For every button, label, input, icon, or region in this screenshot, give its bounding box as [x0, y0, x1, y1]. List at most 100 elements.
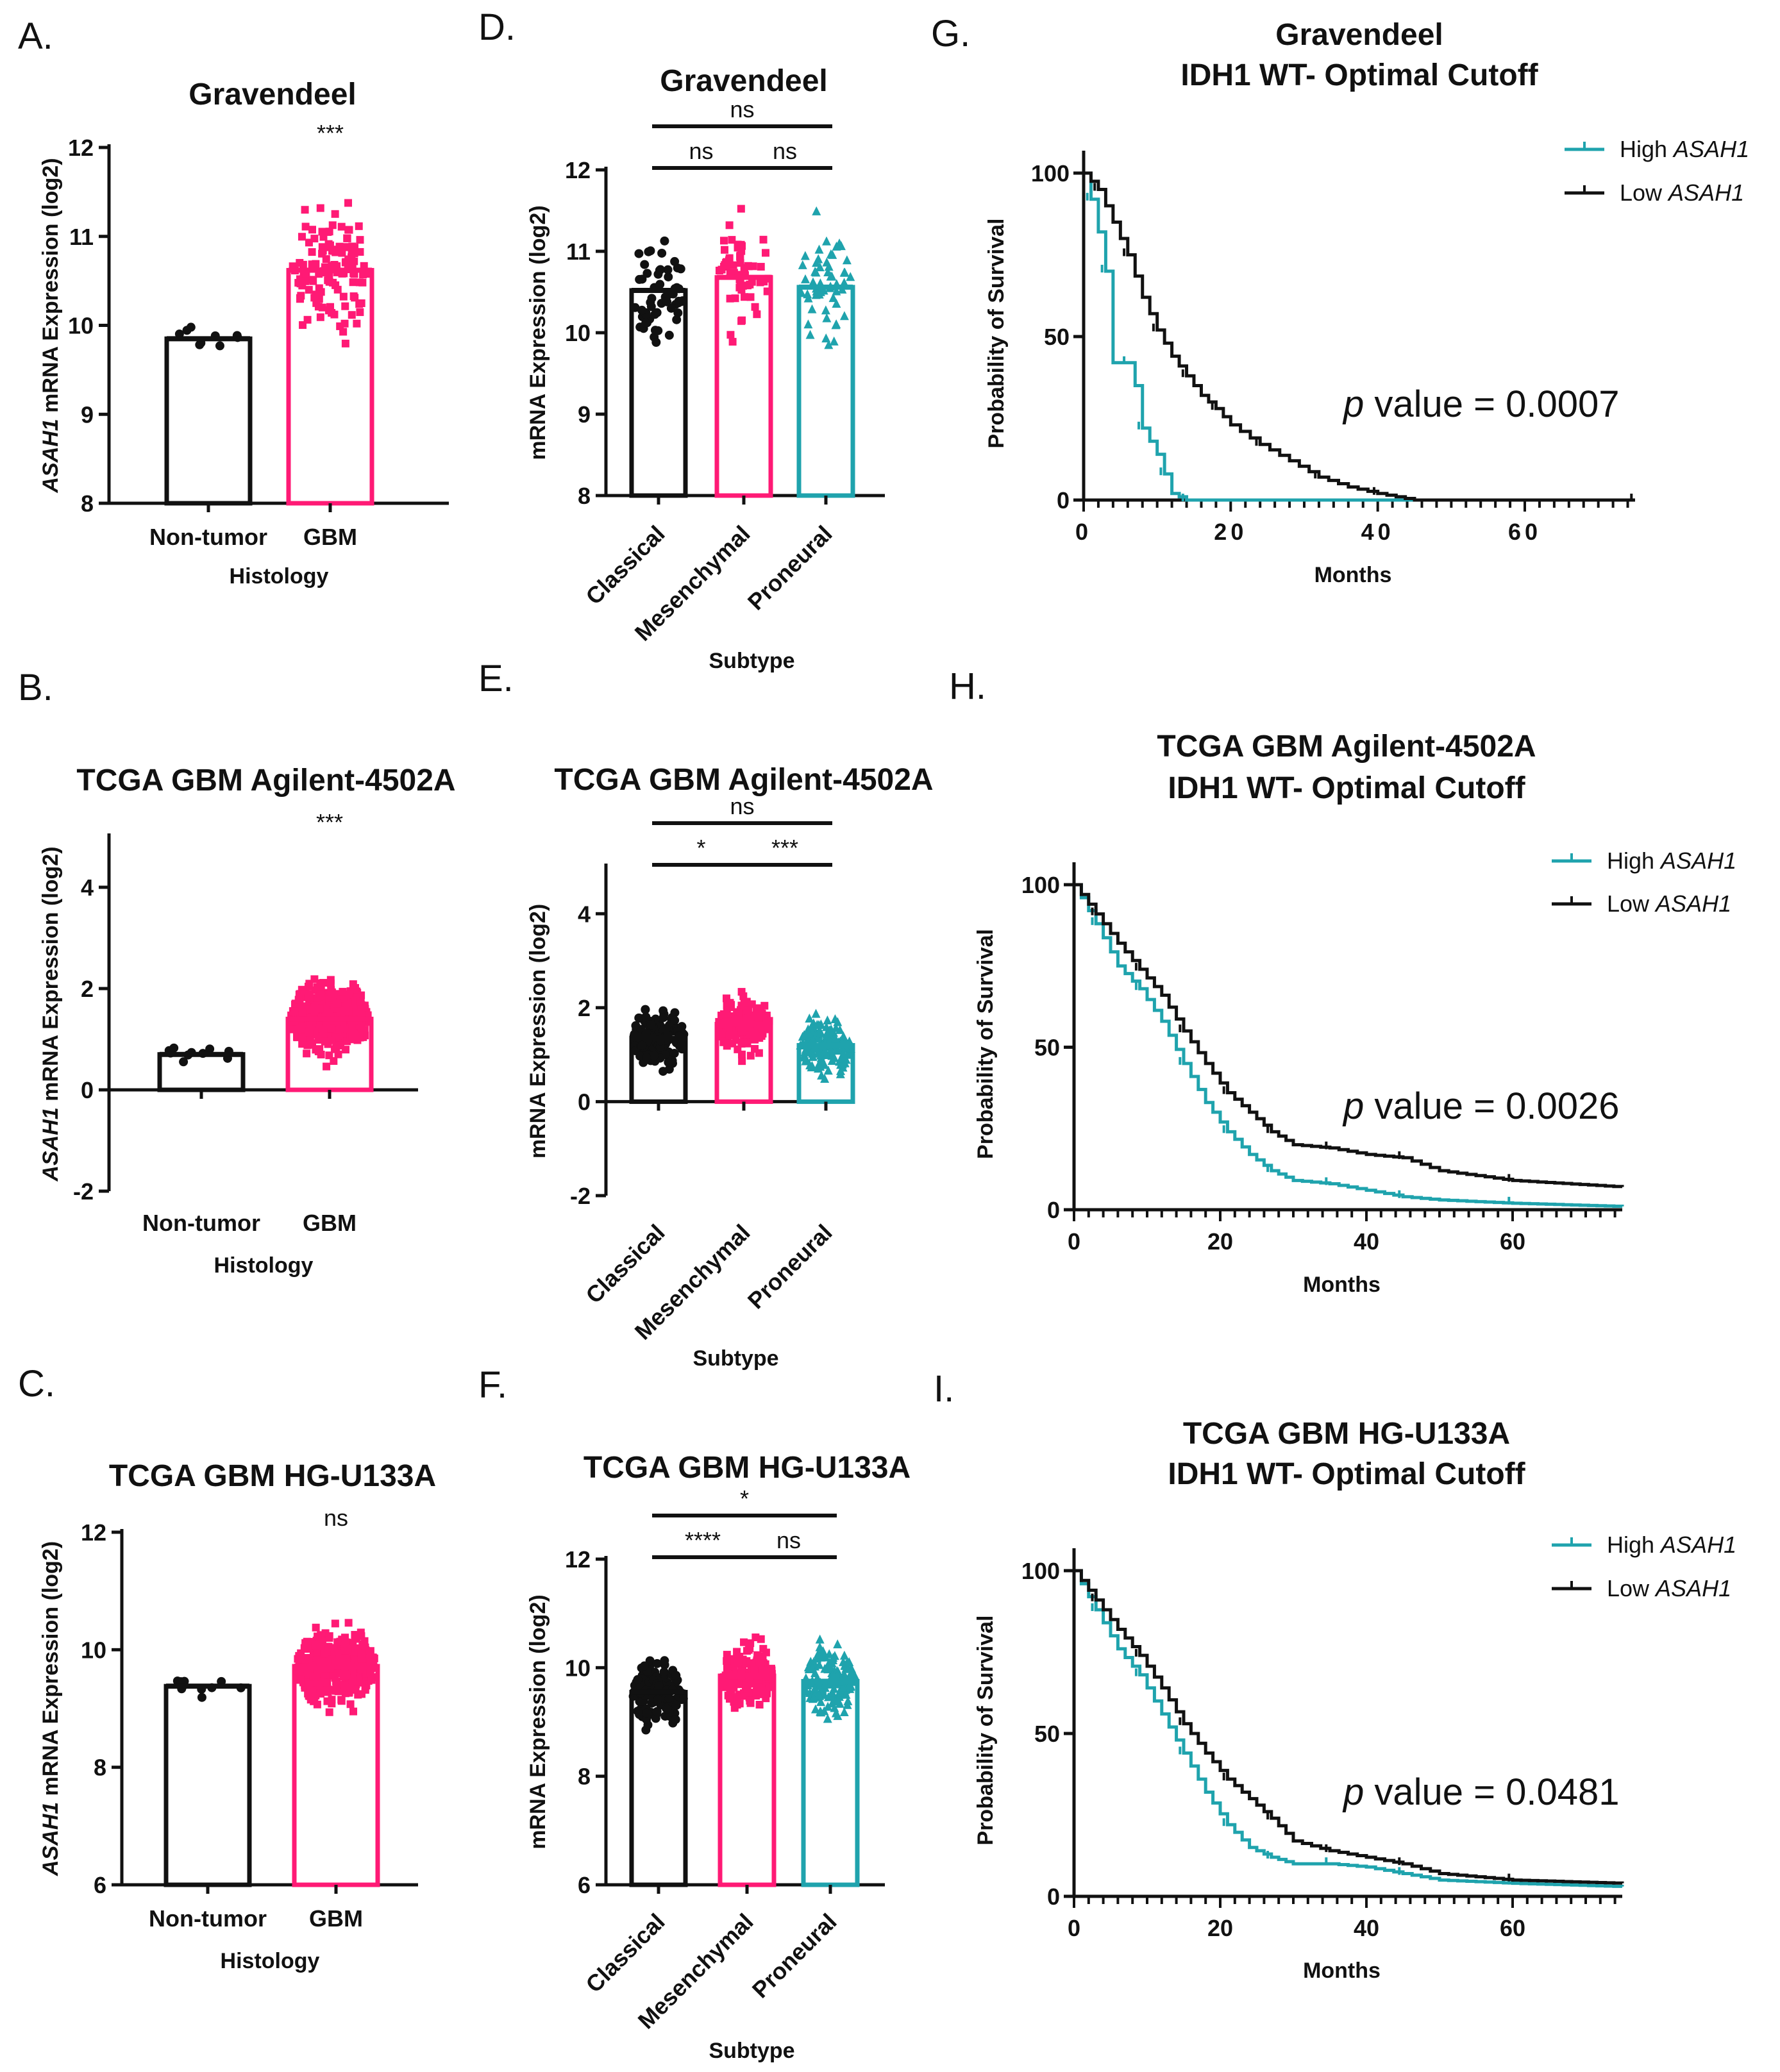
data-point [805, 1014, 814, 1023]
data-point [672, 315, 682, 324]
data-point [814, 1660, 824, 1669]
data-point [331, 210, 339, 218]
data-point [344, 1645, 352, 1653]
data-point [646, 302, 656, 312]
data-point [835, 1687, 845, 1697]
data-point [655, 280, 665, 289]
data-point [840, 1058, 850, 1067]
data-point [290, 1007, 299, 1015]
data-point [813, 1033, 823, 1043]
chart-title-line: Gravendeel [1275, 18, 1443, 52]
x-axis-label: Subtype [709, 2039, 794, 2063]
data-point [311, 1641, 319, 1650]
data-point [755, 1006, 763, 1014]
data-point [804, 1046, 814, 1056]
bar-chart-c: TCGA GBM HG-U133A 6 8 10 12 ASAH1 mRNA Expres… [38, 1459, 436, 1973]
x-axis-label: Months [1303, 1959, 1381, 1983]
data-point [841, 1689, 851, 1699]
data-point [347, 1025, 355, 1033]
data-point [796, 288, 806, 297]
data-point [749, 1033, 757, 1042]
panel-label-b: B. [18, 667, 53, 708]
data-point [349, 980, 357, 989]
data-point [846, 272, 855, 281]
data-point [295, 1653, 303, 1661]
y-axis-label: mRNA Expression (log2) [526, 205, 550, 460]
data-point [639, 1661, 649, 1671]
x-tick-label: 40 [1354, 1228, 1379, 1255]
panel-label-a: A. [18, 15, 53, 57]
y-tick-label: -2 [570, 1183, 591, 1209]
x-tick-label-gbm: GBM [309, 1905, 363, 1932]
y-tick-label: 9 [81, 401, 94, 428]
data-point [660, 1656, 669, 1666]
data-point [325, 1633, 333, 1642]
chart-title: Gravendeel [660, 64, 827, 98]
data-point [833, 1710, 843, 1720]
survival-curve-low [1074, 883, 1624, 1189]
data-point [338, 249, 346, 257]
comparison-label: ns [773, 138, 797, 164]
data-point [316, 1689, 324, 1698]
y-tick-label: 12 [81, 1519, 106, 1546]
data-point [330, 310, 339, 319]
data-point [817, 1070, 827, 1080]
data-point [321, 1037, 329, 1046]
data-point [736, 278, 744, 287]
x-axis-label: Months [1314, 563, 1392, 587]
data-point [718, 265, 726, 274]
y-tick-label: 10 [81, 1637, 106, 1663]
data-point [358, 1004, 366, 1012]
data-point [651, 337, 661, 347]
data-point [314, 1048, 323, 1056]
data-point [662, 297, 672, 306]
x-tick-label: 0 [1075, 519, 1092, 545]
y-tick-label: 9 [578, 401, 591, 428]
data-point [676, 264, 685, 274]
y-tick-label: 50 [1034, 1721, 1060, 1747]
data-point [344, 1619, 353, 1627]
comparison-label: ns [730, 793, 754, 819]
data-point [349, 278, 357, 287]
data-point [728, 338, 737, 346]
data-point [721, 246, 729, 254]
data-point [734, 1045, 742, 1053]
data-point [737, 1028, 746, 1036]
y-tick-label: 0 [1057, 487, 1070, 514]
x-tick-label-proneural: Proneural [743, 521, 837, 615]
data-point [355, 222, 363, 230]
data-point [344, 262, 352, 270]
data-point [744, 1646, 753, 1654]
y-axis-label: Probability of Survival [973, 1616, 998, 1846]
data-point [761, 249, 769, 257]
data-point [825, 1649, 834, 1658]
data-point [831, 320, 841, 330]
data-point [356, 998, 364, 1006]
data-point [844, 1657, 854, 1666]
data-point [744, 1006, 752, 1014]
data-point [296, 258, 304, 267]
x-axis-label: Histology [221, 1949, 320, 1973]
data-point [652, 1707, 662, 1716]
data-point [310, 294, 319, 302]
x-tick-label-proneural: Proneural [743, 1219, 837, 1314]
y-tick-label: 50 [1044, 324, 1070, 350]
data-point [305, 286, 313, 294]
data-point [666, 303, 676, 313]
chart-title: Gravendeel [189, 78, 356, 112]
data-point [197, 1692, 206, 1702]
data-point [726, 999, 734, 1007]
data-point [725, 1032, 734, 1040]
data-point [814, 1689, 823, 1699]
data-point [300, 1644, 308, 1652]
data-point [823, 1714, 832, 1723]
legend-label-low: Low ASAH1 [1620, 180, 1744, 206]
data-point [843, 1700, 852, 1709]
x-axis-label: Histology [214, 1253, 314, 1278]
comparison-label: ns [730, 96, 754, 122]
data-point [301, 222, 310, 231]
data-point [802, 1687, 811, 1696]
data-point [724, 1691, 732, 1700]
data-point [839, 1650, 849, 1660]
